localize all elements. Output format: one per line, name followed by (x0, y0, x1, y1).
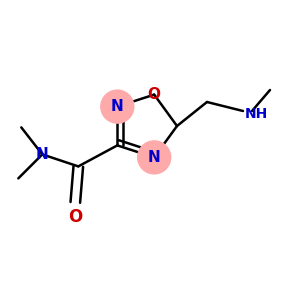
Circle shape (138, 141, 171, 174)
Text: N: N (111, 99, 124, 114)
Text: O: O (68, 208, 83, 226)
Text: NH: NH (244, 107, 268, 121)
Text: N: N (36, 147, 49, 162)
Text: N: N (148, 150, 161, 165)
Circle shape (101, 90, 134, 123)
Text: O: O (148, 87, 161, 102)
